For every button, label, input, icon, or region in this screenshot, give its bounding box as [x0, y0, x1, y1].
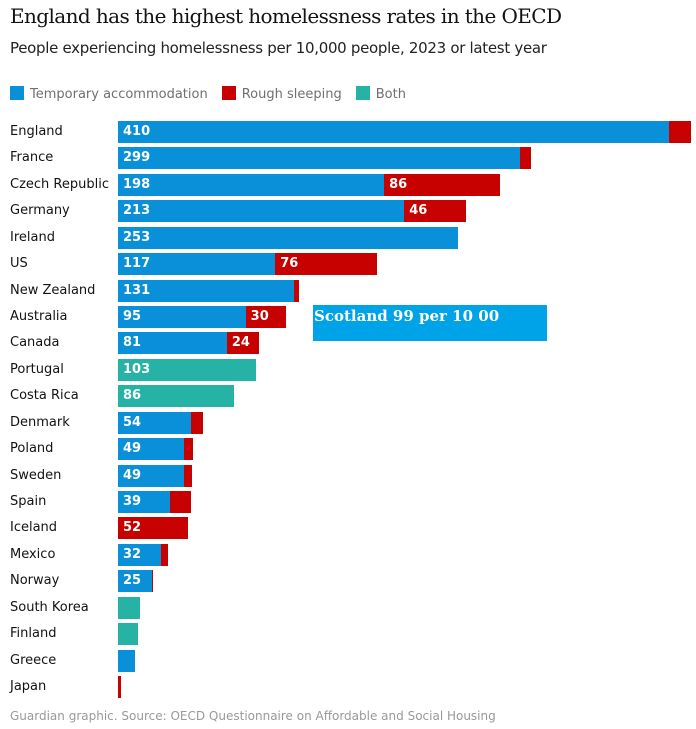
category-label: Greece	[10, 652, 57, 668]
bar-rough-sleeping	[275, 253, 378, 276]
data-label: 253	[123, 229, 151, 245]
category-label: New Zealand	[10, 282, 96, 298]
bar-rough-sleeping	[118, 676, 121, 699]
bar-temporary-accommodation	[118, 543, 161, 566]
bar-both	[118, 596, 140, 619]
bar-both	[118, 358, 257, 381]
bar-temporary-accommodation	[118, 438, 184, 461]
bar-temporary-accommodation	[118, 306, 246, 328]
data-label: 24	[231, 335, 250, 351]
data-label: 46	[409, 203, 428, 219]
category-label: England	[10, 124, 63, 139]
bar-rough-sleeping	[151, 570, 153, 593]
category-label: Denmark	[10, 414, 70, 430]
data-label: 299	[123, 150, 151, 166]
legend-item-rough: Rough sleeping	[221, 86, 342, 102]
bar-rough-sleeping	[226, 332, 260, 355]
data-label: 30	[250, 309, 269, 324]
category-label: Czech Republic	[10, 176, 109, 192]
bar-both	[118, 385, 234, 408]
data-label: 86	[389, 176, 408, 192]
category-label: Finland	[10, 626, 57, 642]
legend-item-temporary: Temporary accommodation	[10, 86, 208, 102]
category-label: South Korea	[10, 599, 89, 615]
category-label: Poland	[10, 441, 54, 457]
bar-temporary-accommodation	[118, 173, 385, 196]
data-label: 25	[123, 573, 142, 589]
legend-item-both: Both	[355, 86, 406, 102]
bar-temporary-accommodation	[118, 279, 295, 302]
bar-temporary-accommodation	[118, 411, 191, 434]
bar-rough-sleeping	[161, 543, 168, 566]
category-label: France	[10, 150, 54, 166]
bar-temporary-accommodation	[118, 121, 669, 143]
data-label: 52	[123, 520, 142, 536]
category-label: Mexico	[10, 546, 56, 562]
data-label: 54	[123, 414, 142, 430]
category-label: Japan	[10, 679, 47, 695]
bar-temporary-accommodation	[118, 464, 184, 487]
bar-temporary-accommodation	[118, 226, 458, 249]
bar-rough-sleeping	[384, 173, 500, 196]
category-label: Costa Rica	[10, 388, 79, 404]
data-label: 49	[123, 467, 142, 483]
category-label: Spain	[10, 494, 47, 510]
bar-rough-sleeping	[669, 121, 691, 143]
category-label: Norway	[10, 573, 60, 589]
bar-rough-sleeping	[404, 200, 467, 223]
bar-rough-sleeping	[519, 147, 531, 170]
bar-rough-sleeping	[294, 279, 300, 302]
category-label: Australia	[10, 309, 68, 324]
data-label: 76	[280, 256, 299, 272]
bar-rough-sleeping	[170, 491, 191, 514]
category-label: Sweden	[10, 467, 62, 483]
category-label: Canada	[10, 335, 60, 351]
data-label: 131	[123, 282, 151, 298]
bar-both	[118, 623, 139, 646]
bar-temporary-accommodation	[118, 649, 136, 672]
bar-temporary-accommodation	[118, 147, 520, 170]
data-label: 32	[123, 546, 142, 562]
data-label: 95	[123, 309, 142, 324]
legend: Temporary accommodation Rough sleeping B…	[10, 86, 406, 102]
data-label: 81	[123, 335, 142, 351]
chart-subtitle: People experiencing homelessness per 10,…	[10, 39, 547, 57]
bar-temporary-accommodation	[118, 570, 152, 593]
chart-title: England has the highest homelessness rat…	[10, 4, 562, 28]
category-label: Iceland	[10, 520, 58, 536]
data-label: 39	[123, 494, 142, 510]
data-label: 86	[123, 388, 142, 404]
bar-rough-sleeping	[183, 464, 192, 487]
bar-temporary-accommodation	[118, 491, 171, 514]
category-label: Germany	[10, 203, 70, 219]
bar-temporary-accommodation	[118, 200, 405, 223]
source-note: Guardian graphic. Source: OECD Questionn…	[10, 709, 496, 723]
scotland-annotation: Scotland 99 per 10 00	[313, 305, 547, 341]
data-label: 117	[123, 256, 151, 272]
data-label: 410	[123, 124, 151, 139]
data-label: 198	[123, 176, 151, 192]
data-label: 103	[123, 361, 151, 377]
data-label: 49	[123, 441, 142, 457]
bar-rough-sleeping	[183, 438, 194, 461]
data-label: 213	[123, 203, 151, 219]
category-label: Ireland	[10, 229, 55, 245]
bar-rough-sleeping	[118, 517, 188, 540]
bar-temporary-accommodation	[118, 332, 227, 355]
category-label: Portugal	[10, 361, 64, 377]
bar-rough-sleeping	[245, 306, 286, 328]
category-label: US	[10, 256, 28, 272]
bar-temporary-accommodation	[118, 253, 276, 276]
bar-rough-sleeping	[190, 411, 203, 434]
